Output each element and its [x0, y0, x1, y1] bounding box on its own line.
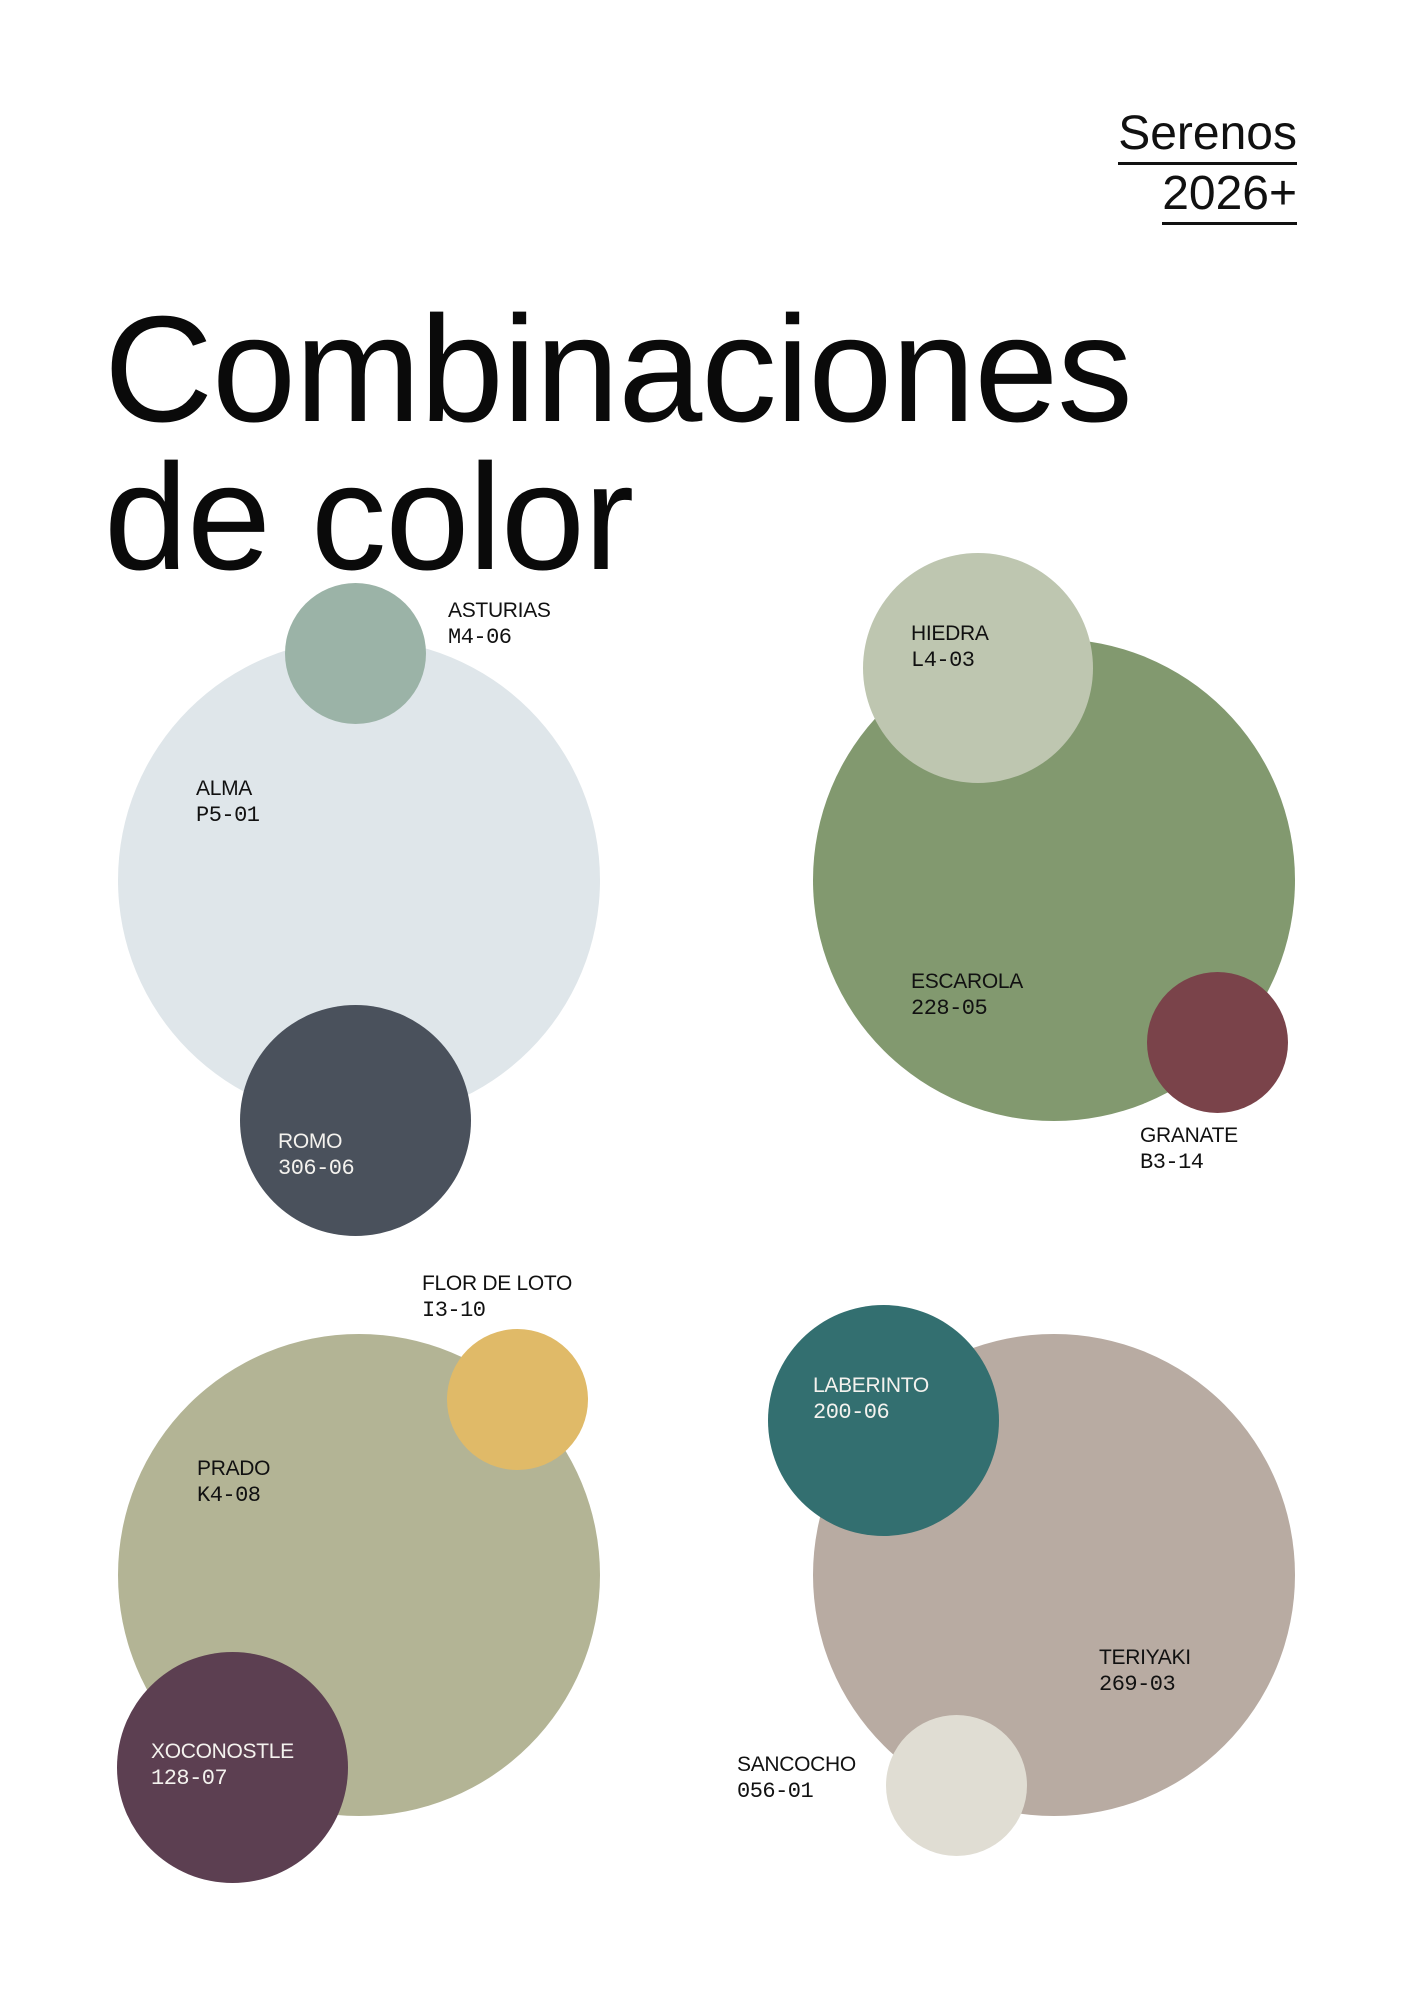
color-code: P5-01: [196, 803, 260, 828]
label-prado: PRADO K4-08: [197, 1455, 270, 1509]
color-code: 228-05: [911, 996, 988, 1021]
color-code: 306-06: [278, 1156, 355, 1181]
label-escarola: ESCAROLA 228-05: [911, 968, 1023, 1022]
swatch-romo: [240, 1005, 471, 1236]
swatch-hiedra: [863, 553, 1093, 783]
color-name: GRANATE: [1140, 1124, 1238, 1147]
color-name: HIEDRA: [911, 622, 989, 645]
swatch-granate: [1147, 972, 1288, 1113]
label-teriyaki: TERIYAKI 269-03: [1099, 1644, 1191, 1698]
swatch-xoconostle: [117, 1652, 348, 1883]
label-sancocho: SANCOCHO 056-01: [737, 1751, 856, 1805]
swatch-flor-de-loto: [447, 1329, 588, 1470]
brand-name: Serenos: [1118, 110, 1297, 165]
label-xoconostle: XOCONOSTLE 128-07: [151, 1738, 294, 1792]
color-code: 056-01: [737, 1779, 814, 1804]
color-code: 200-06: [813, 1400, 890, 1425]
color-code: I3-10: [422, 1298, 486, 1323]
brand-year-text: 2026+: [1162, 170, 1297, 225]
brand-year: 2026+: [1162, 170, 1297, 225]
brand-mark: Serenos: [1118, 110, 1297, 165]
swatch-laberinto: [768, 1305, 999, 1536]
color-code: L4-03: [911, 648, 975, 673]
label-granate: GRANATE B3-14: [1140, 1122, 1238, 1176]
title-line-2: de color: [104, 432, 634, 601]
swatch-asturias: [285, 583, 426, 724]
color-code: M4-06: [448, 625, 512, 650]
label-romo: ROMO 306-06: [278, 1128, 355, 1182]
color-name: ALMA: [196, 777, 252, 800]
color-code: 269-03: [1099, 1672, 1176, 1697]
color-name: XOCONOSTLE: [151, 1740, 294, 1763]
color-name: ASTURIAS: [448, 599, 551, 622]
color-name: PRADO: [197, 1457, 271, 1480]
label-asturias: ASTURIAS M4-06: [448, 597, 551, 651]
color-name: ROMO: [278, 1130, 343, 1153]
label-laberinto: LABERINTO 200-06: [813, 1372, 929, 1426]
title-line-1: Combinaciones: [104, 284, 1133, 453]
color-code: B3-14: [1140, 1150, 1204, 1175]
label-alma: ALMA P5-01: [196, 775, 260, 829]
color-name: SANCOCHO: [737, 1753, 856, 1776]
color-name: LABERINTO: [813, 1374, 929, 1397]
color-code: 128-07: [151, 1766, 228, 1791]
page-title: Combinaciones de color: [104, 284, 1133, 601]
label-hiedra: HIEDRA L4-03: [911, 620, 989, 674]
color-name: FLOR DE LOTO: [422, 1272, 573, 1295]
label-flor-de-loto: FLOR DE LOTO I3-10: [422, 1270, 572, 1324]
color-name: TERIYAKI: [1099, 1646, 1191, 1669]
color-name: ESCAROLA: [911, 970, 1023, 993]
color-code: K4-08: [197, 1483, 261, 1508]
swatch-sancocho: [886, 1715, 1027, 1856]
